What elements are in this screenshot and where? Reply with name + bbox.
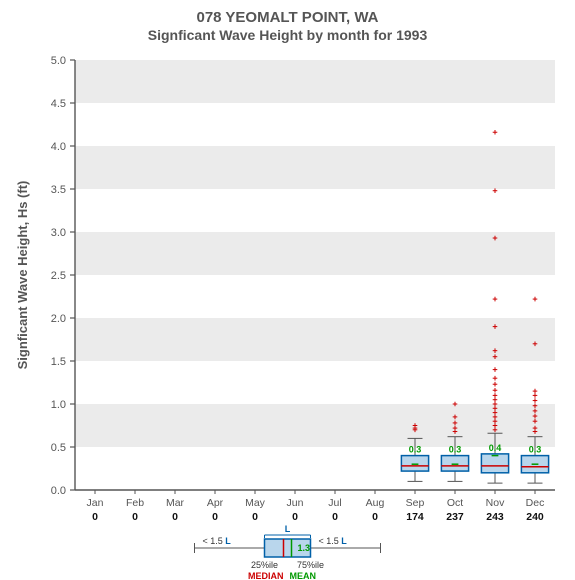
y-tick-label: 3.0 [51,227,66,239]
month-label: Jul [328,497,341,509]
grid-band [75,103,555,146]
y-tick-label: 2.5 [51,270,66,282]
month-count: 0 [212,511,218,523]
legend-pct75: 75%ile [297,560,324,570]
month-count: 174 [406,511,424,523]
grid-band [75,318,555,361]
y-tick-label: 4.0 [51,141,66,153]
chart-svg: 078 YEOMALT POINT, WASignficant Wave Hei… [0,0,575,580]
month-count: 0 [252,511,258,523]
legend-mean-label: MEAN [290,571,317,580]
legend-1p5L: < 1.5 L [203,536,232,546]
chart-container: 078 YEOMALT POINT, WASignficant Wave Hei… [0,0,575,580]
box [401,456,428,471]
chart-title-1: 078 YEOMALT POINT, WA [197,9,379,26]
month-label: Sep [406,497,425,509]
y-tick-label: 0.5 [51,442,66,454]
mean-text: 0.4 [489,443,502,453]
month-count: 240 [526,511,544,523]
y-tick-label: 0.0 [51,485,66,497]
y-axis-label: Signficant Wave Height, Hs (ft) [15,181,30,370]
month-label: Dec [526,497,545,509]
grid-band [75,275,555,318]
grid-band [75,361,555,404]
month-label: May [245,497,266,509]
box [481,454,508,473]
grid-band [75,189,555,232]
month-label: Apr [207,497,224,509]
legend-mean-value: 1.3 [298,543,311,553]
month-count: 0 [372,511,378,523]
month-label: Aug [366,497,385,509]
legend-L-letter: L [285,524,291,534]
y-tick-label: 1.5 [51,356,66,368]
month-count: 0 [172,511,178,523]
month-count: 0 [292,511,298,523]
month-label: Jun [287,497,304,509]
month-count: 0 [92,511,98,523]
month-label: Nov [486,497,505,509]
month-count: 243 [486,511,504,523]
y-tick-label: 3.5 [51,184,66,196]
month-count: 0 [132,511,138,523]
grid-band [75,404,555,447]
month-label: Oct [447,497,463,509]
grid-band [75,146,555,189]
legend-1p5L: < 1.5 L [319,536,348,546]
chart-title-2: Signficant Wave Height by month for 1993 [148,27,428,43]
y-tick-label: 4.5 [51,98,66,110]
month-count: 237 [446,511,464,523]
mean-text: 0.3 [529,445,542,455]
y-tick-label: 5.0 [51,55,66,67]
month-label: Jan [87,497,104,509]
grid-band [75,60,555,103]
mean-text: 0.3 [409,445,422,455]
legend-median-label: MEDIAN [248,571,284,580]
grid-band [75,232,555,275]
legend-pct25: 25%ile [251,560,278,570]
y-tick-label: 2.0 [51,313,66,325]
box [441,456,468,471]
month-count: 0 [332,511,338,523]
y-tick-label: 1.0 [51,399,66,411]
month-label: Feb [126,497,144,509]
month-label: Mar [166,497,185,509]
mean-text: 0.3 [449,445,462,455]
